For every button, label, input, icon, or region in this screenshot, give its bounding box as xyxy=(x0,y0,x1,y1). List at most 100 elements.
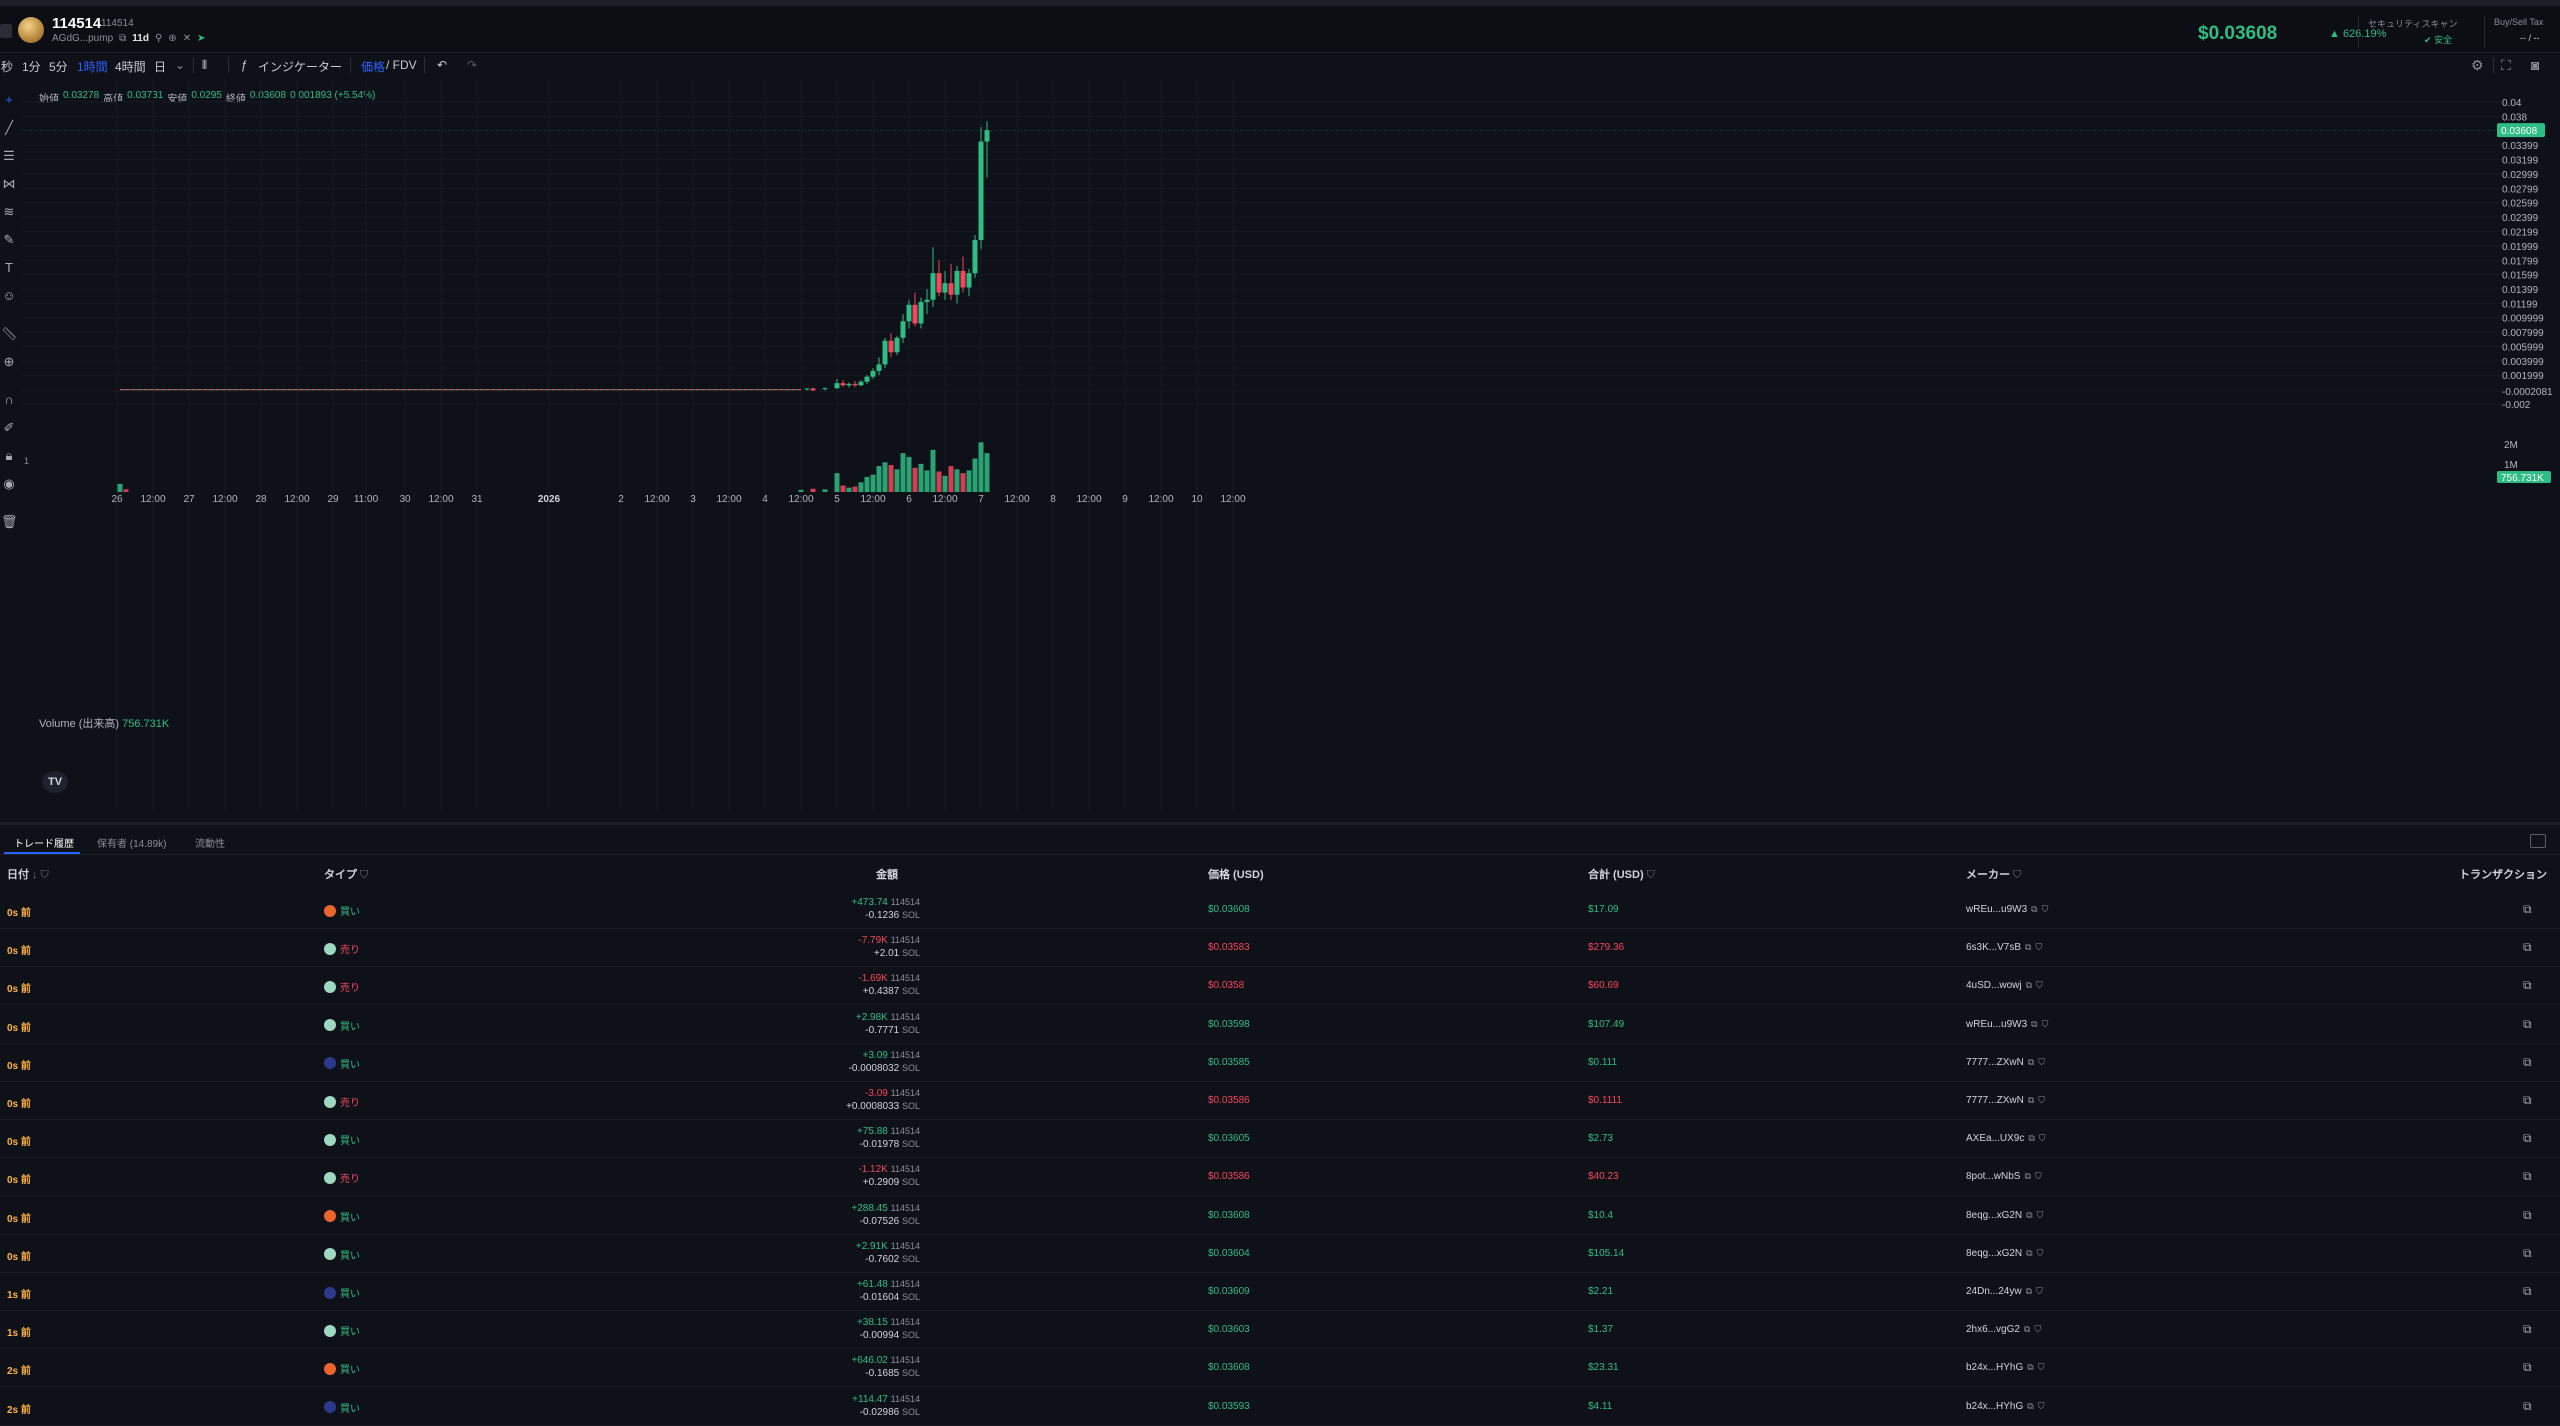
text-icon[interactable]: T xyxy=(5,260,13,275)
panel-divider[interactable] xyxy=(0,822,2560,825)
emoji-icon[interactable]: ☺ xyxy=(2,288,16,303)
external-link-icon[interactable]: ⧉ xyxy=(2523,1016,2532,1031)
filter-icon[interactable]: ⛉ xyxy=(2041,904,2049,914)
table-row[interactable]: 0s 前 買い +3.09 114514 -0.0008032 SOL $0.03585… xyxy=(0,1043,2560,1082)
filter-icon[interactable]: ⛉ xyxy=(2037,1400,2045,1411)
magnet-icon[interactable]: ∩ xyxy=(4,392,14,407)
external-link-icon[interactable]: ⧉ xyxy=(2523,902,2532,916)
filter-icon[interactable]: ⛉ xyxy=(2034,1324,2042,1335)
fdv-toggle[interactable]: / FDV xyxy=(386,58,417,72)
lock-icon[interactable]: 🔒︎ xyxy=(5,448,13,463)
table-row[interactable]: 0s 前 売り -1.12K 114514 +0.2909 SOL $0.03586 $4… xyxy=(0,1157,2560,1197)
brush-icon[interactable]: ✎ xyxy=(3,232,15,247)
external-link-icon[interactable]: ⧉ xyxy=(2523,1322,2532,1337)
filter-icon[interactable]: ⛉ xyxy=(2036,1247,2044,1258)
filter-icon[interactable]: ⛉ xyxy=(2035,942,2043,953)
external-link-icon[interactable]: ⧉ xyxy=(2523,978,2532,993)
copy-icon[interactable]: ⧉ xyxy=(2027,1056,2035,1067)
ruler-icon[interactable]: 📏︎ xyxy=(1,326,18,341)
copy-icon[interactable]: ⧉ xyxy=(2027,1362,2034,1373)
tf-day[interactable]: 日 xyxy=(154,60,167,74)
copy-icon[interactable]: ⧉ xyxy=(2027,1400,2034,1411)
maker-address[interactable]: 7777...ZXwN xyxy=(1966,1056,2024,1068)
maker-address[interactable]: 24Dn...24yw xyxy=(1966,1286,2022,1297)
table-row[interactable]: 1s 前 買い +38.15 114514 -0.00994 SOL $0.03603 $… xyxy=(0,1310,2560,1350)
tab-liquidity[interactable]: 流動性 xyxy=(195,839,225,850)
price-toggle[interactable]: 価格 xyxy=(361,60,386,74)
maker-address[interactable]: 8eqg...xG2N xyxy=(1966,1247,2023,1259)
table-row[interactable]: 0s 前 買い +2.98K 114514 -0.7771 SOL $0.03598 $1… xyxy=(0,1005,2560,1044)
external-link-icon[interactable]: ⧉ xyxy=(2523,1054,2532,1069)
maker-address[interactable]: 6s3K...V7sB xyxy=(1966,942,2022,954)
table-row[interactable]: 0s 前 買い +2.91K 114514 -0.7602 SOL $0.03604 $1… xyxy=(0,1234,2560,1273)
camera-icon[interactable]: ◙ xyxy=(2531,57,2540,73)
search-icon[interactable]: ⚲ xyxy=(154,33,163,44)
table-row[interactable]: 2s 前 買い +646.02 114514 -0.1685 SOL $0.03608 $… xyxy=(0,1348,2560,1388)
maker-address[interactable]: b24x...HYhG xyxy=(1966,1362,2024,1374)
copy-icon[interactable]: ⧉ xyxy=(2026,1247,2033,1258)
chart-svg[interactable]: 0.04 0.038 0.03399 0.03199 0.02999 0.02799 0.0… xyxy=(22,80,2560,820)
table-row[interactable]: 1s 前 買い +61.48 114514 -0.01604 SOL $0.03609 $… xyxy=(0,1272,2560,1311)
tf-1h[interactable]: 1時間 xyxy=(77,60,108,74)
table-row[interactable]: 0s 前 売り -7.79K 114514 +2.01 SOL $0.03583 $279… xyxy=(0,928,2560,968)
copy-icon[interactable]: ⧉ xyxy=(2031,1018,2038,1029)
maker-address[interactable]: b24x...HYhG xyxy=(1966,1400,2024,1412)
table-row[interactable]: 0s 前 買い +288.45 114514 -0.07526 SOL $0.03608… xyxy=(0,1196,2560,1235)
tf-1m[interactable]: 1分 xyxy=(22,60,41,74)
zoom-icon[interactable]: ⊕ xyxy=(3,354,15,369)
filter-icon[interactable]: ⛉ xyxy=(2038,1095,2046,1105)
undo-icon[interactable]: ↶ xyxy=(437,58,448,72)
pitchfork-icon[interactable]: ⋈ xyxy=(2,176,16,191)
copy-icon[interactable]: ⧉ xyxy=(2023,1324,2031,1335)
filter-icon[interactable]: ⛉ xyxy=(2036,980,2043,991)
settings-icon[interactable]: ⚙ xyxy=(2471,57,2484,73)
copy-icon[interactable]: ⧉ xyxy=(2024,1171,2031,1182)
copy-icon[interactable]: ⧉ xyxy=(2027,1095,2035,1105)
copy-icon[interactable]: ⧉ xyxy=(119,33,127,44)
copy-icon[interactable]: ⧉ xyxy=(2031,904,2038,914)
expand-icon[interactable] xyxy=(2530,834,2546,848)
tf-seconds[interactable]: 秒 xyxy=(1,60,14,74)
horizontal-lines-icon[interactable]: ☰ xyxy=(3,148,15,163)
external-link-icon[interactable]: ⧉ xyxy=(2523,1284,2532,1298)
filter-icon[interactable]: ⛉ xyxy=(2041,1018,2049,1029)
external-link-icon[interactable]: ⧉ xyxy=(2523,1207,2532,1222)
external-link-icon[interactable]: ⧉ xyxy=(2523,1245,2532,1260)
telegram-icon[interactable]: ➤ xyxy=(197,33,206,44)
filter-icon[interactable]: ⛉ xyxy=(2036,1209,2044,1220)
candle-type-icon[interactable]: ⫴ xyxy=(202,58,208,72)
table-row[interactable]: 0s 前 買い +75.88 114514 -0.01978 SOL $0.03605 $… xyxy=(0,1119,2560,1159)
maker-address[interactable]: 8pot...wNbS xyxy=(1966,1171,2021,1183)
trash-icon[interactable]: 🗑︎ xyxy=(1,514,18,529)
copy-icon[interactable]: ⧉ xyxy=(2025,1286,2033,1296)
maker-address[interactable]: wREu...u9W3 xyxy=(1966,904,2028,915)
filter-icon[interactable]: ⛉ xyxy=(2036,1286,2043,1296)
indicators-button[interactable]: インジケーター xyxy=(258,60,343,74)
filter-icon[interactable]: ⛉ xyxy=(2038,1133,2046,1144)
table-row[interactable]: 2s 前 買い +114.47 114514 -0.02986 SOL $0.03593… xyxy=(0,1387,2560,1426)
col-total[interactable]: 合計 (USD) ⛉ xyxy=(1588,869,1655,881)
copy-icon[interactable]: ⧉ xyxy=(2026,1209,2033,1220)
crosshair-icon[interactable]: + xyxy=(5,92,13,107)
external-link-icon[interactable]: ⧉ xyxy=(2523,1169,2532,1184)
price-chart[interactable]: 0.04 0.038 0.03399 0.03199 0.02999 0.02799 0.0… xyxy=(22,80,2560,820)
external-link-icon[interactable]: ⧉ xyxy=(2523,1360,2532,1375)
lock-drawings-icon[interactable]: ✐ xyxy=(3,420,15,435)
external-link-icon[interactable]: ⧉ xyxy=(2523,940,2532,955)
security-scan-label[interactable]: セキュリティスキャン xyxy=(2368,19,2458,29)
eye-icon[interactable]: ◉ xyxy=(3,476,15,491)
external-link-icon[interactable]: ⧉ xyxy=(2523,1131,2532,1146)
tab-trades[interactable]: トレード履歴 xyxy=(14,839,74,850)
tab-holders[interactable]: 保有者 (14.89k) xyxy=(97,839,167,850)
redo-icon[interactable]: ↷ xyxy=(467,58,478,72)
maker-address[interactable]: 4uSD...wowj xyxy=(1966,980,2022,992)
copy-icon[interactable]: ⧉ xyxy=(2025,942,2032,953)
fib-icon[interactable]: ≋ xyxy=(3,204,15,219)
external-link-icon[interactable]: ⧉ xyxy=(2523,1093,2532,1107)
filter-icon[interactable]: ⛉ xyxy=(2037,1362,2045,1373)
maker-address[interactable]: 7777...ZXwN xyxy=(1966,1095,2024,1106)
maker-address[interactable]: 8eqg...xG2N xyxy=(1966,1209,2023,1221)
col-time[interactable]: 日付 ↓ ⛉ xyxy=(7,869,49,881)
filter-icon[interactable]: ⛉ xyxy=(2038,1056,2046,1067)
collapse-icon[interactable] xyxy=(0,24,12,38)
